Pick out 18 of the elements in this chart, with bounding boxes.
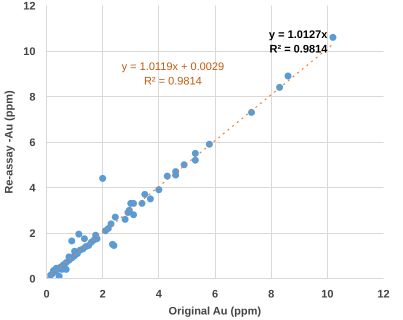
x-tick-label: 4 [156,288,163,300]
x-axis-title: Original Au (ppm) [168,306,262,318]
y-tick-label: 8 [29,92,36,104]
x-tick-label: 0 [43,288,50,300]
x-tick-label: 10 [321,288,334,300]
y-tick-label: 10 [23,46,36,58]
y-tick-label: 12 [23,0,36,12]
annotation: y = 1.0119x + 0.0029 R² = 0.9814 [122,61,224,88]
x-tick-label: 2 [100,288,106,300]
x-tick-label: 12 [377,288,390,300]
annotation: y = 1.0127x R² = 0.9814 [268,29,328,56]
y-axis-title: Re-assay -Au (ppm) [3,90,16,194]
y-tick-label: 6 [29,137,36,149]
x-tick-label: 6 [212,288,218,300]
y-tick-label: 2 [29,228,36,240]
y-tick-label: 4 [29,182,36,194]
y-tick-label: 0 [29,274,36,286]
x-tick-label: 8 [268,288,274,300]
